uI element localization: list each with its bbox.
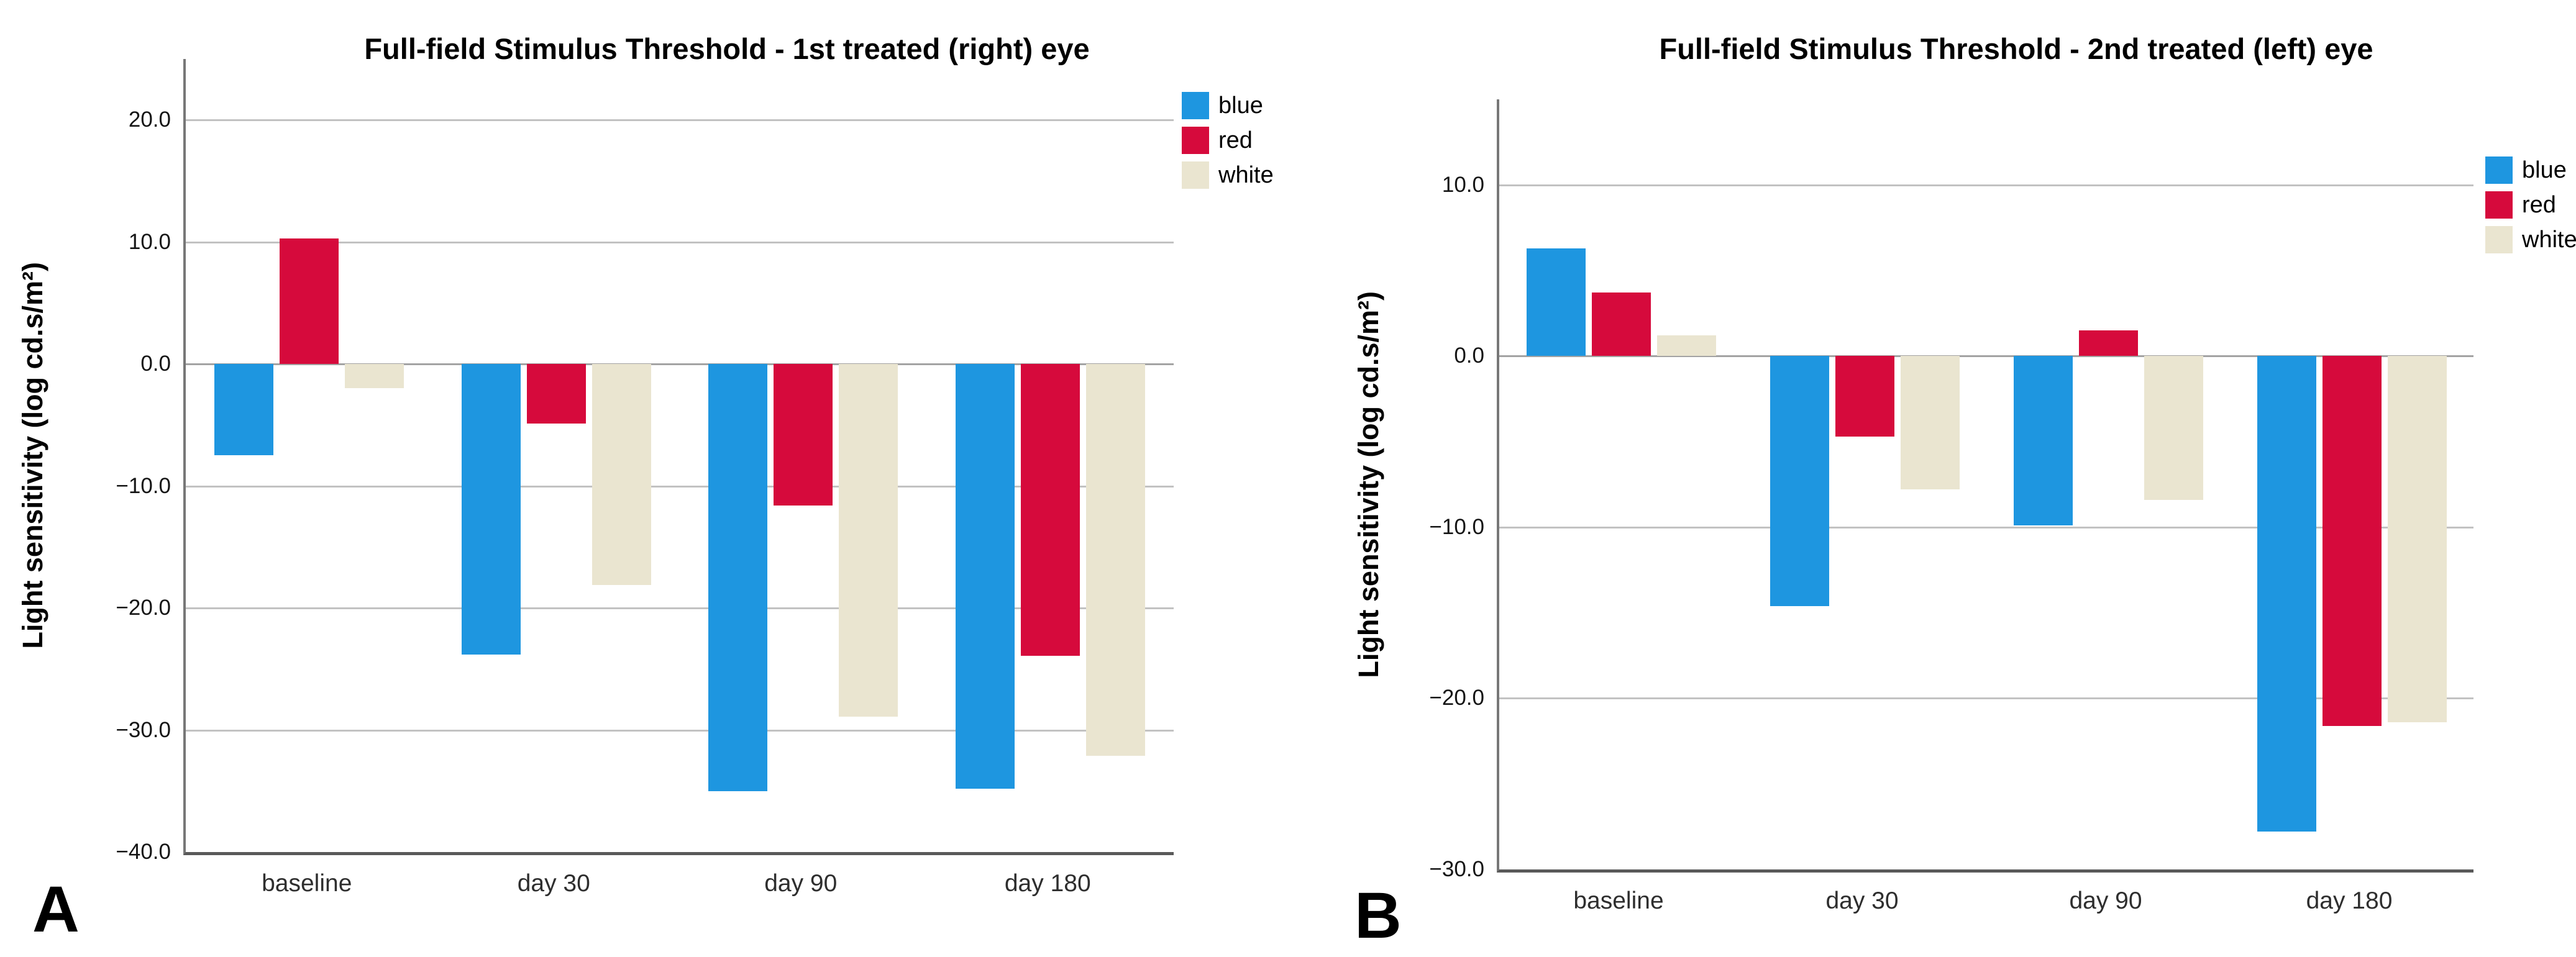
bar-red-day-90 (2078, 330, 2138, 356)
y-tick-label: 10.0 (1441, 172, 1484, 197)
bar-red-day-30 (1835, 356, 1894, 437)
bar-blue-day-180 (2257, 356, 2316, 832)
y-axis-title-b: Light sensitivity (log cd.s/m²) (1353, 291, 1384, 678)
legend-label-red: red (1218, 127, 1253, 153)
legend-swatch-blue (1182, 92, 1209, 119)
panel-letter-a: A (32, 873, 80, 946)
gridline-y-0 (1499, 355, 2473, 358)
legend-item-blue: blue (2485, 156, 2576, 184)
legend-item-red: red (1182, 127, 1274, 154)
legend-label-red: red (2522, 191, 2556, 218)
y-tick-label: −40.0 (116, 840, 171, 864)
bar-blue-day-30 (1770, 356, 1829, 606)
panel-letter-b: B (1354, 879, 1402, 952)
gridline-y-20 (186, 119, 1174, 122)
plot-area-a (183, 59, 1174, 855)
chart-title-a: Full-field Stimulus Threshold - 1st trea… (364, 32, 1090, 65)
x-tick-label-day-30: day 30 (1825, 887, 1899, 914)
bar-white-baseline (345, 364, 404, 389)
plot-area-b (1497, 99, 2473, 873)
x-tick-label-day-180: day 180 (2306, 887, 2393, 914)
bar-blue-day-90 (2013, 356, 2073, 526)
bar-blue-day-180 (955, 364, 1015, 789)
y-tick-label: −30.0 (116, 717, 171, 742)
x-tick-label-baseline: baseline (262, 870, 352, 897)
bar-white-day-30 (591, 364, 651, 585)
gridline-y-0 (186, 363, 1174, 366)
bar-red-day-180 (2322, 356, 2382, 726)
bar-red-day-180 (1020, 364, 1080, 656)
bar-blue-day-30 (461, 364, 521, 655)
legend-b: blue red white (2485, 156, 2576, 261)
legend-label-blue: blue (1218, 92, 1263, 119)
legend-label-blue: blue (2522, 156, 2567, 183)
legend-swatch-white (1182, 161, 1209, 189)
y-tick-label: −20.0 (116, 596, 171, 620)
y-axis-title-wrap-b: Light sensitivity (log cd.s/m²) (1347, 99, 1391, 869)
gridline-y--10 (1499, 526, 2473, 528)
y-tick-label: −10.0 (116, 473, 171, 498)
bar-white-day-90 (839, 364, 898, 717)
y-tick-label: −30.0 (1429, 857, 1484, 881)
legend-swatch-blue (2485, 156, 2513, 184)
bar-white-day-180 (1085, 364, 1145, 756)
legend-swatch-red (1182, 127, 1209, 154)
bar-blue-day-90 (708, 364, 768, 791)
legend-swatch-red (2485, 191, 2513, 219)
legend-item-blue: blue (1182, 92, 1274, 119)
legend-label-white: white (2522, 226, 2576, 253)
legend-item-red: red (2485, 191, 2576, 219)
gridline-y-10 (186, 241, 1174, 243)
gridline-y--30 (186, 729, 1174, 732)
chart-title-b: Full-field Stimulus Threshold - 2nd trea… (1659, 32, 2373, 65)
y-tick-label: 20.0 (128, 107, 171, 132)
bar-white-day-180 (2387, 356, 2447, 723)
bar-red-baseline (1591, 293, 1651, 356)
legend-item-white: white (1182, 161, 1274, 189)
x-tick-label-day-90: day 90 (764, 870, 838, 897)
bar-white-day-90 (2144, 356, 2203, 500)
legend-label-white: white (1218, 161, 1274, 188)
bar-red-baseline (280, 238, 339, 365)
x-tick-label-day-90: day 90 (2069, 887, 2142, 914)
gridline-y--20 (1499, 697, 2473, 700)
y-tick-label: 10.0 (128, 229, 171, 254)
bar-blue-baseline (1526, 248, 1586, 356)
y-tick-label: −20.0 (1429, 686, 1484, 710)
x-tick-label-day-30: day 30 (517, 870, 590, 897)
x-tick-label-day-180: day 180 (1004, 870, 1091, 897)
bar-white-day-30 (1900, 356, 1960, 490)
y-tick-label: 0.0 (140, 352, 171, 376)
bar-white-baseline (1656, 335, 1716, 356)
y-tick-label: −10.0 (1429, 514, 1484, 539)
legend-item-white: white (2485, 226, 2576, 253)
bar-red-day-90 (774, 364, 833, 506)
legend-swatch-white (2485, 226, 2513, 253)
gridline-y--10 (186, 485, 1174, 488)
legend-a: blue red white (1182, 92, 1274, 196)
bar-blue-baseline (214, 364, 274, 456)
gridline-y-10 (1499, 184, 2473, 186)
bar-red-day-30 (526, 364, 586, 424)
x-tick-label-baseline: baseline (1573, 887, 1664, 914)
y-tick-label: 0.0 (1454, 343, 1484, 368)
gridline-y--20 (186, 607, 1174, 610)
